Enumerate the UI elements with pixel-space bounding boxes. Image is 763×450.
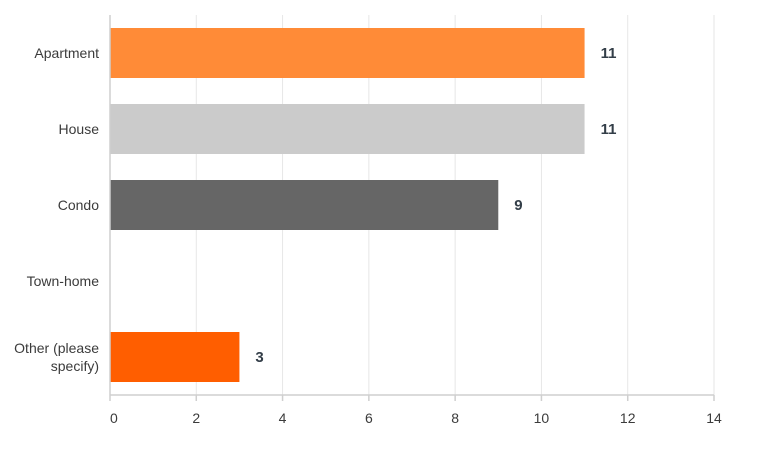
data-label: 9	[514, 197, 522, 214]
category-label: Condo	[58, 197, 99, 213]
data-label: 11	[601, 45, 617, 62]
x-tick-label: 12	[620, 410, 636, 426]
data-label: 11	[601, 121, 617, 138]
axes	[109, 15, 715, 401]
category-label: Town-home	[27, 273, 100, 289]
category-label: Other (please	[14, 340, 99, 356]
category-label: Apartment	[34, 45, 99, 61]
data-label: 3	[255, 349, 263, 366]
x-tick-label: 10	[534, 410, 550, 426]
bars	[110, 28, 585, 382]
x-tick-label: 6	[365, 410, 373, 426]
category-label: specify)	[51, 358, 99, 374]
x-tick-label: 14	[706, 410, 722, 426]
bar-house	[110, 104, 585, 154]
bar-other-please-specify	[110, 332, 240, 382]
x-tick-label: 8	[451, 410, 459, 426]
category-label: House	[59, 121, 100, 137]
x-tick-label: 4	[279, 410, 287, 426]
labels: 0 2 4 6 8 10 12 14 11 Apartment 11 House 9 Condo Town-…	[14, 45, 722, 426]
bar-apartment	[110, 28, 585, 78]
bar-condo	[110, 180, 499, 230]
x-tick-label: 0	[110, 410, 118, 426]
x-tick-label: 2	[192, 410, 200, 426]
